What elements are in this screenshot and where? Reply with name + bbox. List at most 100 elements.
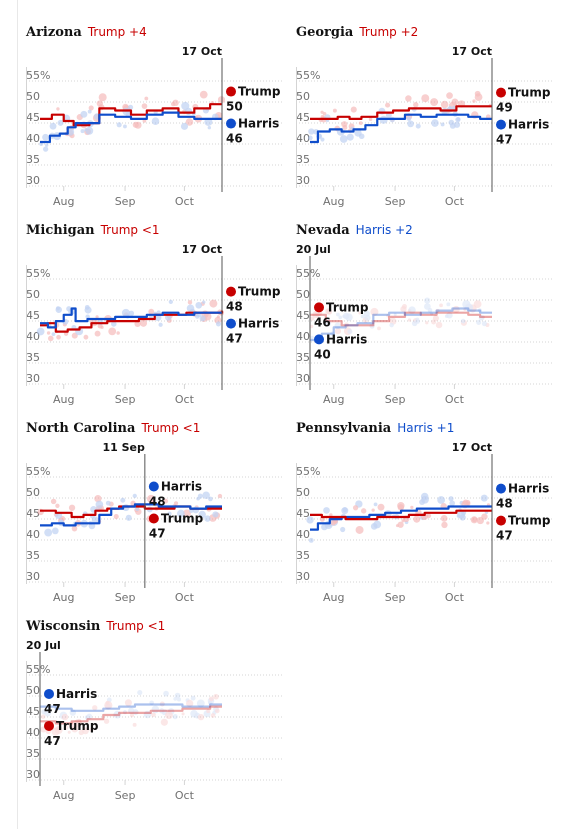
trump-end-name: Trump [56, 719, 99, 733]
series-line-trump [40, 103, 222, 127]
poll-dot [358, 311, 362, 315]
poll-dot [151, 117, 160, 126]
y-tick-label: 35 [296, 549, 310, 562]
poll-dot [468, 304, 477, 313]
poll-dot [400, 305, 407, 313]
trump-end-name: Trump [508, 86, 551, 100]
lead-label: Harris +2 [356, 223, 413, 237]
poll-dot [51, 332, 56, 337]
state-chart-pennsylvania: Pennsylvania Harris +1 55% 50 45 40 35 30 Aug Sep… [296, 421, 554, 604]
poll-dot [103, 718, 110, 724]
poll-dot [448, 119, 455, 126]
trump-end-value: 50 [226, 100, 243, 114]
x-tick-label: Aug [53, 393, 74, 406]
poll-dot [56, 107, 60, 111]
poll-dot [460, 319, 467, 326]
lead-label: Trump +4 [87, 25, 147, 39]
poll-dot [89, 727, 94, 732]
poll-dot [413, 515, 421, 523]
y-tick-label: 55% [26, 69, 50, 82]
harris-end-value: 40 [314, 347, 331, 361]
poll-dot [135, 507, 140, 511]
poll-dot [185, 699, 194, 708]
trump-end-value: 47 [44, 734, 61, 748]
poll-dot [59, 711, 68, 720]
poll-dot [88, 105, 94, 111]
poll-dot [187, 300, 193, 305]
poll-dot [49, 122, 57, 130]
poll-dot [481, 321, 487, 327]
x-tick-label: Sep [385, 591, 406, 604]
harris-end-value: 48 [149, 495, 166, 509]
y-tick-label: 40 [26, 726, 40, 739]
trump-end-value: 47 [149, 527, 166, 541]
poll-dot [132, 121, 139, 128]
poll-dot [424, 297, 431, 304]
poll-dot [476, 319, 482, 325]
y-tick-label: 40 [26, 132, 40, 145]
poll-dot [321, 523, 328, 531]
poll-dot [320, 137, 325, 142]
poll-dot [172, 714, 178, 720]
cursor-date-label: 17 Oct [452, 45, 492, 58]
harris-end-name: Harris [161, 480, 202, 494]
poll-dot [163, 690, 169, 697]
series-line-harris [310, 505, 492, 531]
x-tick-label: Oct [175, 591, 195, 604]
trump-marker [496, 515, 506, 526]
lead-label: Harris +1 [397, 421, 454, 435]
x-tick-label: Sep [115, 789, 136, 802]
poll-dot [42, 133, 49, 141]
lead-label: Trump <1 [100, 223, 160, 237]
poll-dot [377, 326, 381, 331]
poll-dot [83, 334, 89, 340]
poll-dot [308, 537, 314, 543]
poll-dot [354, 129, 362, 137]
poll-dot [123, 124, 127, 129]
series-line-trump [40, 705, 222, 725]
poll-dot [44, 709, 51, 717]
cursor-date-label: 17 Oct [182, 243, 222, 256]
poll-dot [122, 710, 128, 715]
y-tick-label: 40 [26, 528, 40, 541]
poll-dot [176, 509, 185, 518]
poll-dot [415, 317, 420, 322]
poll-dot [307, 135, 313, 141]
poll-dot [456, 117, 461, 122]
poll-dot [397, 502, 405, 510]
x-tick-label: Sep [115, 393, 136, 406]
harris-marker [496, 483, 506, 494]
poll-dot [440, 122, 445, 127]
poll-dot [86, 713, 93, 720]
y-tick-label: 55% [296, 465, 320, 478]
trump-marker [314, 302, 324, 313]
series-line-trump [310, 509, 492, 521]
poll-dot [405, 95, 412, 102]
series-line-harris [40, 111, 222, 144]
poll-dot [128, 104, 134, 110]
poll-dot [306, 516, 314, 524]
trump-end-name: Trump [238, 85, 281, 99]
poll-dot [332, 108, 337, 113]
y-tick-label: 45 [26, 705, 40, 718]
y-tick-label: 30 [26, 372, 40, 385]
y-tick-label: 35 [296, 153, 310, 166]
poll-dot [471, 516, 477, 523]
y-tick-label: 30 [296, 570, 310, 583]
poll-dot [210, 713, 216, 718]
poll-dot [173, 501, 179, 506]
poll-dot [440, 100, 449, 109]
poll-dot [156, 310, 161, 315]
poll-dot [158, 322, 163, 327]
poll-dot [347, 329, 353, 335]
poll-dot [410, 505, 414, 510]
poll-dot [132, 493, 137, 498]
series-line-harris [40, 503, 222, 527]
poll-dot [84, 715, 90, 720]
chart-title: Pennsylvania [296, 421, 392, 436]
x-tick-label: Aug [53, 789, 74, 802]
poll-dot [144, 96, 149, 101]
poll-dot [342, 312, 350, 320]
y-tick-label: 45 [26, 507, 40, 520]
chart-title: Nevada [296, 223, 350, 238]
